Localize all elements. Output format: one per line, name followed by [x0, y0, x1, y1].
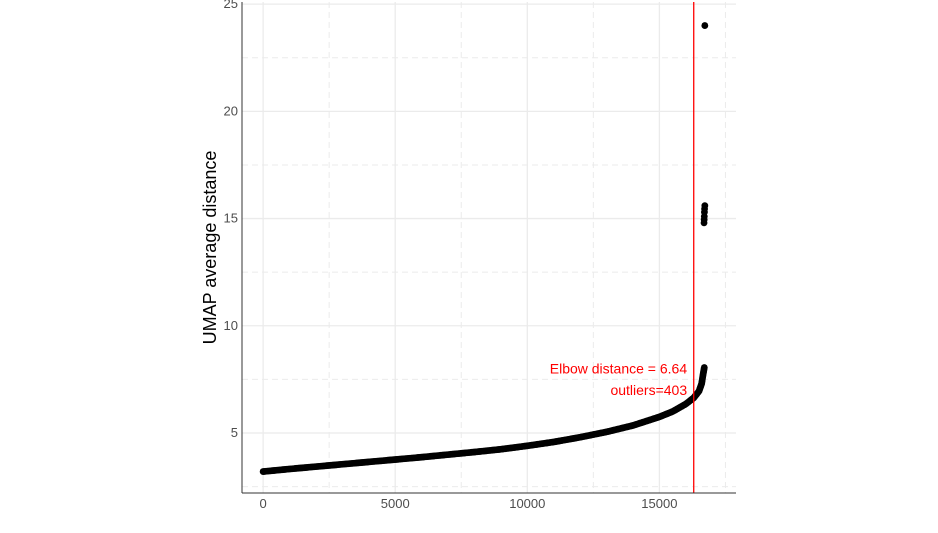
y-tick-label: 15 [224, 211, 238, 226]
data-points [259, 22, 709, 475]
elbow-distance-annotation: Elbow distance = 6.64 [550, 361, 688, 377]
x-tick-label: 10000 [509, 496, 545, 511]
x-tick-label: 5000 [381, 496, 410, 511]
minor-gridlines [242, 2, 736, 493]
y-axis-ticks: 5 10 15 20 25 [224, 0, 238, 440]
outlier-point [700, 219, 708, 227]
y-axis-title: UMAP average distance [200, 151, 220, 345]
x-axis-ticks: 0 5000 10000 15000 [260, 496, 678, 511]
major-gridlines [242, 2, 736, 493]
y-tick-label: 20 [224, 103, 238, 118]
y-tick-label: 25 [224, 0, 238, 11]
data-point [700, 364, 708, 371]
x-tick-label: 15000 [641, 496, 677, 511]
outliers-count-annotation: outliers=403 [610, 382, 687, 398]
y-tick-label: 5 [231, 425, 238, 440]
y-tick-label: 10 [224, 318, 238, 333]
outlier-point [701, 22, 709, 29]
x-tick-label: 0 [260, 496, 267, 511]
